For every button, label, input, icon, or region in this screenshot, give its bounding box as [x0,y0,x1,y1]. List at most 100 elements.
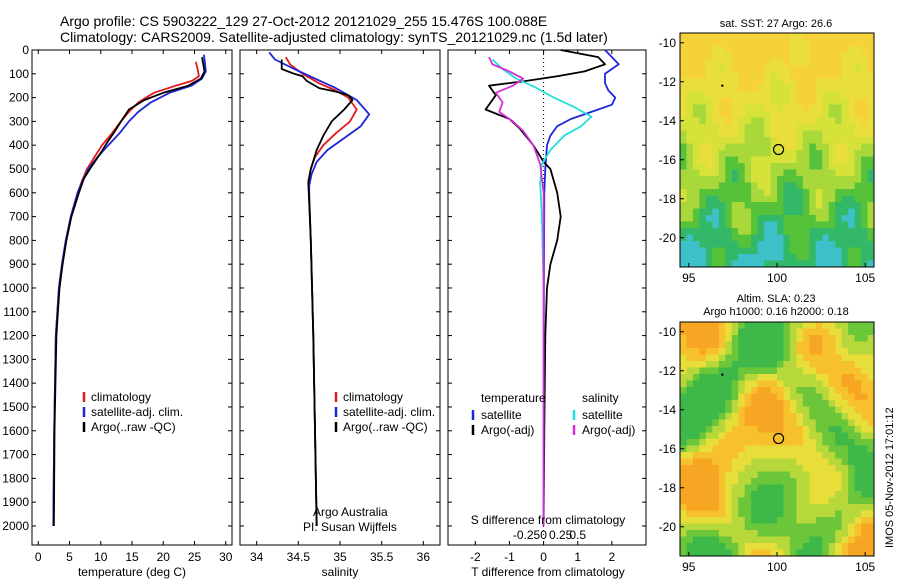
heatmap-cell [789,400,797,407]
heatmap-cell [738,367,746,375]
heatmap-cell [854,504,862,511]
heatmap-cell [680,335,687,342]
heatmap-cell [680,98,687,105]
heatmap-cell [809,241,817,248]
heatmap-cell [783,419,791,427]
heatmap-cell [725,130,733,138]
heatmap-cell [699,46,707,53]
heatmap-cell [809,169,817,177]
heatmap-cell [802,104,810,112]
heatmap-cell [848,387,855,394]
heatmap-cell [680,189,687,196]
heatmap-cell [751,130,758,138]
heatmap-cell [789,130,797,138]
heatmap-cell [809,228,817,235]
heatmap-cell [764,98,771,105]
heatmap-cell [841,452,849,459]
heatmap-cell [725,189,733,196]
heatmap-cell [841,445,849,453]
heatmap-cell [718,465,726,472]
heatmap-cell [692,426,700,433]
heatmap-cell [802,65,810,73]
heatmap-cell [854,195,862,203]
heatmap-cell [731,117,739,125]
heatmap-cell [848,452,855,459]
heatmap-cell [757,367,765,375]
heatmap-cell [777,117,784,125]
heatmap-cell [751,458,758,466]
heatmap-cell [686,176,694,183]
heatmap-cell [777,182,784,190]
heatmap-cell [867,354,875,362]
heatmap-cell [789,354,797,362]
sla-axes: 95 100 105-10-12-14-16-18-20 [659,325,876,574]
heatmap-cell [841,72,849,79]
heatmap-cell [686,182,694,190]
heatmap-cell [867,156,875,164]
heatmap-cell [725,234,733,242]
heatmap-cell [815,137,823,144]
heatmap-cell [822,137,830,144]
heatmap-cell [751,354,758,362]
heatmap-cell [692,33,700,40]
heatmap-cell [699,478,707,485]
heatmap-cell [841,361,849,368]
heatmap-cell [751,367,758,375]
y-tick-label: 1300 [2,352,29,366]
heatmap-cell [731,348,739,355]
heatmap-cell [751,39,758,47]
heatmap-cell [854,117,862,125]
heatmap-cell [751,189,758,196]
heatmap-cell [789,523,797,531]
heatmap-cell [815,221,823,229]
heatmap-cell [796,130,804,138]
heatmap-cell [738,137,746,144]
heatmap-cell [699,182,707,190]
heatmap-cell [680,432,687,440]
heatmap-cell [841,143,849,151]
heatmap-cell [796,361,804,368]
heatmap-cell [848,335,855,342]
heatmap-cell [751,124,758,131]
map-x-tick-label: 100 [767,560,787,574]
heatmap-cell [854,458,862,466]
heatmap-cell [867,523,875,531]
heatmap-cell [809,354,817,362]
heatmap-cell [861,322,868,329]
legend-label: Argo(..raw -QC) [91,420,176,434]
legend-label: climatology [91,390,151,404]
heatmap-cell [770,78,778,86]
heatmap-cell [712,91,720,99]
heatmap-cell [738,432,746,440]
heatmap-cell [764,341,771,349]
heatmap-cell [764,504,771,511]
heatmap-cell [764,465,771,472]
heatmap-cell [789,419,797,427]
heatmap-cell [718,65,726,73]
heatmap-cell [783,471,791,479]
heatmap-cell [680,439,687,446]
heatmap-cell [835,221,843,229]
heatmap-cell [731,419,739,427]
heatmap-cell [725,465,733,472]
heatmap-cell [861,458,868,466]
map-y-tick-label: -10 [659,36,677,50]
heatmap-cell [809,254,817,261]
heatmap-cell [725,176,733,183]
heatmap-cell [764,228,771,235]
heatmap-cell [692,137,700,144]
heatmap-cell [828,72,836,79]
heatmap-cell [751,491,758,498]
heatmap-cell [757,458,765,466]
heatmap-cell [770,484,778,492]
heatmap-cell [680,176,687,183]
heatmap-cell [718,52,726,60]
heatmap-cell [757,208,765,216]
heatmap-cell [861,497,868,505]
heatmap-cell [686,465,694,472]
heatmap-cell [686,91,694,99]
heatmap-cell [725,380,733,388]
heatmap-cell [686,361,694,368]
heatmap-cell [770,497,778,505]
